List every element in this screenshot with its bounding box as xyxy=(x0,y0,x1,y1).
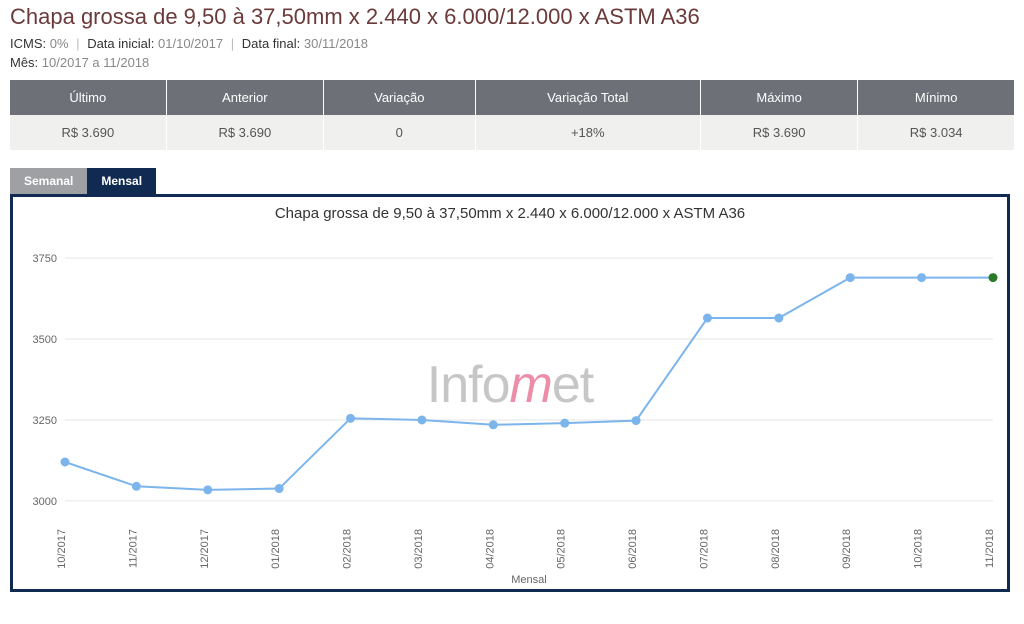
series-line xyxy=(65,278,993,490)
x-tick-label: 04/2018 xyxy=(484,529,496,569)
chart-svg: 3000 3250 3500 3750 10/2017 11/2017 12/2017 01/… xyxy=(13,197,1007,589)
series-point xyxy=(204,486,212,494)
summary-header-cell: Último xyxy=(10,80,166,115)
summary-data-row: R$ 3.690R$ 3.6900+18%R$ 3.690R$ 3.034 xyxy=(10,115,1014,150)
x-tick-label: 06/2018 xyxy=(627,529,639,569)
x-tick-label: 05/2018 xyxy=(556,529,568,569)
series-point xyxy=(561,419,569,427)
data-final-label: Data final: xyxy=(242,36,301,51)
summary-data-cell: R$ 3.690 xyxy=(700,115,857,150)
x-tick-label: 12/2017 xyxy=(199,529,211,569)
meta-row-1: ICMS: 0% | Data inicial: 01/10/2017 | Da… xyxy=(10,36,1014,51)
summary-header-cell: Variação Total xyxy=(475,80,700,115)
series-point xyxy=(418,416,426,424)
series-point-last xyxy=(989,274,997,282)
y-tick-label: 3500 xyxy=(33,334,57,346)
chart-container: Chapa grossa de 9,50 à 37,50mm x 2.440 x… xyxy=(10,194,1010,592)
summary-data-cell: 0 xyxy=(324,115,476,150)
meta-sep: | xyxy=(231,36,234,51)
mes-label: Mês: xyxy=(10,55,38,70)
meta-row-2: Mês: 10/2017 a 11/2018 xyxy=(10,55,1014,70)
y-tick-label: 3250 xyxy=(33,415,57,427)
x-tick-label: 01/2018 xyxy=(270,529,282,569)
series-point xyxy=(489,421,497,429)
summary-header-row: ÚltimoAnteriorVariaçãoVariação TotalMáxi… xyxy=(10,80,1014,115)
x-tick-label: 10/2017 xyxy=(56,529,68,569)
series-point xyxy=(132,482,140,490)
x-tick-label: 10/2018 xyxy=(913,529,925,569)
summary-data-cell: R$ 3.690 xyxy=(10,115,166,150)
tab-mensal[interactable]: Mensal xyxy=(87,168,156,194)
summary-header-cell: Variação xyxy=(324,80,476,115)
series-point xyxy=(347,414,355,422)
data-final-value: 30/11/2018 xyxy=(304,36,368,51)
mes-value: 10/2017 a 11/2018 xyxy=(42,55,149,70)
page-title: Chapa grossa de 9,50 à 37,50mm x 2.440 x… xyxy=(10,4,1014,30)
x-axis-title: Mensal xyxy=(511,574,546,586)
series-point xyxy=(61,458,69,466)
series-point xyxy=(275,485,283,493)
data-inicial-value: 01/10/2017 xyxy=(158,36,223,51)
y-tick-label: 3750 xyxy=(33,253,57,265)
icms-label: ICMS: xyxy=(10,36,46,51)
summary-data-cell: R$ 3.034 xyxy=(858,115,1014,150)
summary-data-cell: +18% xyxy=(475,115,700,150)
meta-sep: | xyxy=(76,36,79,51)
summary-header-cell: Anterior xyxy=(166,80,323,115)
summary-header-cell: Máximo xyxy=(700,80,857,115)
icms-value: 0% xyxy=(50,36,69,51)
x-tick-label: 08/2018 xyxy=(770,529,782,569)
summary-data-cell: R$ 3.690 xyxy=(166,115,323,150)
chart-tabs: Semanal Mensal xyxy=(10,168,1014,194)
x-tick-label: 07/2018 xyxy=(698,529,710,569)
summary-table: ÚltimoAnteriorVariaçãoVariação TotalMáxi… xyxy=(10,80,1014,150)
x-tick-label: 02/2018 xyxy=(342,529,354,569)
series-point xyxy=(775,314,783,322)
y-tick-label: 3000 xyxy=(33,496,57,508)
x-tick-label: 11/2018 xyxy=(984,529,996,568)
series-point xyxy=(632,417,640,425)
x-tick-label: 03/2018 xyxy=(413,529,425,569)
summary-header-cell: Mínimo xyxy=(858,80,1014,115)
series-point xyxy=(918,274,926,282)
series-point xyxy=(846,274,854,282)
series-point xyxy=(703,314,711,322)
x-tick-label: 11/2017 xyxy=(127,529,139,568)
data-inicial-label: Data inicial: xyxy=(87,36,154,51)
x-tick-label: 09/2018 xyxy=(841,529,853,569)
tab-semanal[interactable]: Semanal xyxy=(10,168,87,194)
